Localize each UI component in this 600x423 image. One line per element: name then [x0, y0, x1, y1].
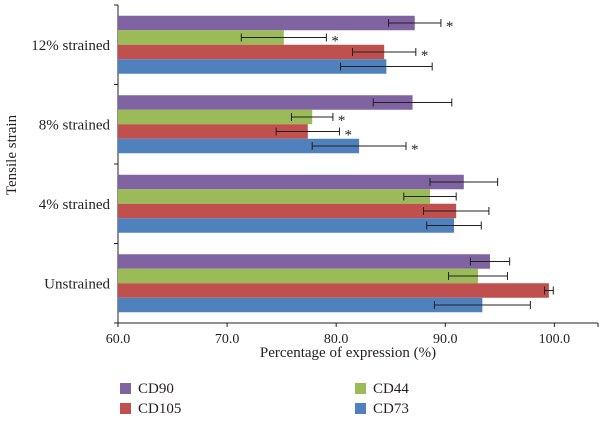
- legend-label-cd105: CD105: [138, 401, 181, 417]
- bar-cd73: [118, 138, 360, 154]
- category-label: 12% strained: [31, 38, 110, 54]
- bar-cd44: [118, 268, 478, 284]
- bar-cd44: [118, 189, 430, 204]
- bar-cd73: [118, 218, 454, 233]
- bar-cd105: [118, 283, 549, 298]
- significance-mark: *: [338, 113, 346, 129]
- legend-swatch-cd105: [120, 403, 131, 414]
- significance-mark: *: [421, 48, 429, 64]
- significance-mark: *: [344, 128, 352, 144]
- legend-swatch-cd90: [120, 383, 131, 394]
- bar-cd44: [118, 109, 313, 125]
- legend-swatch-cd44: [355, 383, 366, 394]
- x-tick-label: 90.0: [433, 332, 458, 347]
- bar-cd73: [118, 59, 387, 74]
- legend-swatch-cd73: [355, 403, 366, 414]
- bar-cd90: [118, 15, 415, 31]
- bar-cd44: [118, 30, 284, 45]
- significance-mark: *: [331, 34, 339, 50]
- bar-cd90: [118, 174, 464, 190]
- legend-label-cd90: CD90: [138, 381, 174, 397]
- category-label: Unstrained: [44, 276, 110, 292]
- bar-cd73: [118, 297, 483, 313]
- x-tick-label: 100.0: [539, 332, 571, 347]
- category-label: 4% strained: [39, 197, 111, 213]
- category-label: 8% strained: [39, 117, 111, 133]
- plot-area: 60.0 70.0 80.0 90.0 100.0 Unstrained 4% strain…: [31, 4, 599, 347]
- x-tick-label: 80.0: [324, 332, 349, 347]
- bar-cd105: [118, 203, 457, 219]
- x-tick-label: 70.0: [215, 332, 240, 347]
- x-axis-title: Percentage of expression (%): [260, 345, 436, 361]
- bar-cd105: [118, 44, 385, 60]
- legend-label-cd44: CD44: [373, 381, 409, 397]
- significance-mark: *: [411, 142, 419, 158]
- bar-cd90: [118, 254, 490, 269]
- bar-cd90: [118, 95, 413, 110]
- legend: CD90 CD44 CD105 CD73: [120, 381, 409, 417]
- bar-cd105: [118, 124, 308, 139]
- significance-mark: *: [446, 19, 454, 35]
- y-axis-title: Tensile strain: [4, 114, 20, 195]
- x-tick-label: 60.0: [106, 332, 131, 347]
- legend-label-cd73: CD73: [373, 401, 409, 417]
